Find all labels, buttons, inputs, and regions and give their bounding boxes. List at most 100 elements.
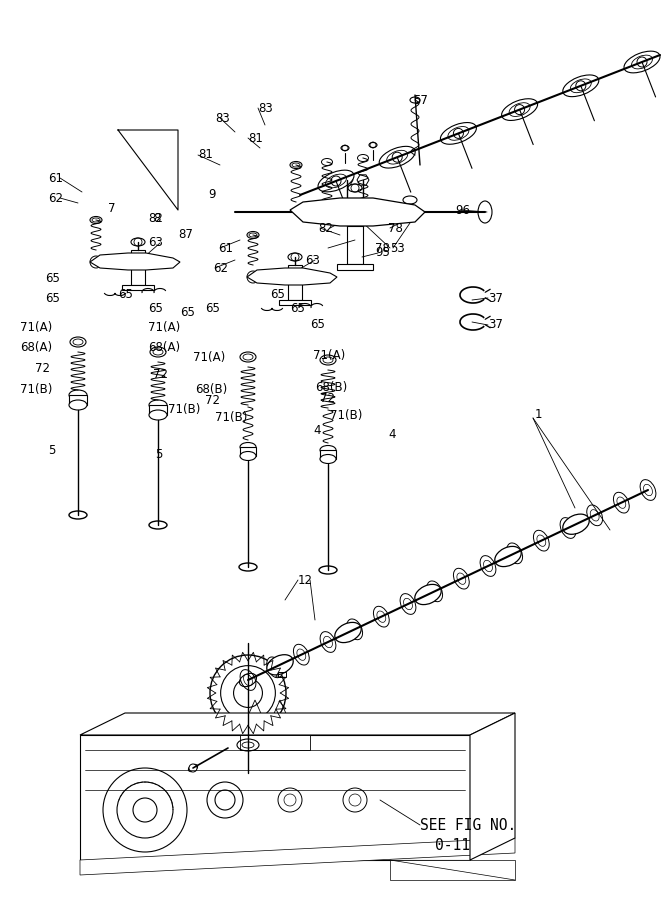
Ellipse shape	[249, 233, 257, 237]
Text: 72: 72	[320, 392, 335, 404]
Polygon shape	[247, 700, 263, 718]
Ellipse shape	[153, 349, 163, 355]
Bar	[278, 672, 286, 677]
Bar	[149, 405, 167, 415]
Ellipse shape	[454, 568, 469, 589]
Ellipse shape	[239, 563, 257, 571]
Ellipse shape	[320, 454, 336, 464]
Ellipse shape	[563, 514, 589, 535]
Text: 68(B): 68(B)	[195, 383, 227, 397]
Text: SEE FIG NO.: SEE FIG NO.	[420, 817, 516, 833]
Ellipse shape	[502, 99, 538, 121]
Ellipse shape	[564, 522, 572, 534]
Ellipse shape	[320, 446, 336, 454]
Polygon shape	[240, 735, 310, 750]
Text: 1: 1	[535, 409, 542, 421]
Bar	[131, 250, 145, 285]
Text: 62: 62	[213, 262, 228, 274]
Text: 71(B): 71(B)	[168, 403, 200, 417]
Ellipse shape	[70, 337, 86, 347]
Ellipse shape	[534, 530, 549, 551]
Polygon shape	[357, 175, 369, 185]
Text: 65: 65	[205, 302, 220, 314]
Text: 63: 63	[148, 237, 163, 249]
Bar	[288, 265, 302, 300]
Polygon shape	[470, 713, 515, 860]
Text: 65: 65	[180, 305, 195, 319]
Ellipse shape	[509, 103, 530, 116]
Text: 82: 82	[318, 221, 333, 235]
Text: 4: 4	[313, 424, 321, 436]
Text: 57: 57	[413, 94, 428, 106]
Ellipse shape	[69, 390, 87, 400]
Ellipse shape	[69, 400, 87, 410]
Ellipse shape	[495, 546, 521, 567]
Ellipse shape	[293, 644, 309, 665]
Text: 72: 72	[205, 393, 220, 407]
Ellipse shape	[348, 184, 362, 192]
Text: 71(A): 71(A)	[193, 352, 225, 365]
Ellipse shape	[69, 511, 87, 519]
Text: 81: 81	[248, 131, 263, 145]
Ellipse shape	[617, 497, 626, 508]
Text: 7: 7	[108, 202, 115, 214]
Text: 5: 5	[48, 444, 55, 456]
Ellipse shape	[614, 492, 629, 513]
Text: 61: 61	[48, 172, 63, 184]
Text: 96: 96	[455, 203, 470, 217]
Text: 12: 12	[298, 573, 313, 587]
Ellipse shape	[507, 543, 522, 563]
Text: 72: 72	[35, 362, 50, 374]
Polygon shape	[240, 718, 310, 735]
Ellipse shape	[240, 352, 256, 362]
Text: 65: 65	[310, 319, 325, 331]
Ellipse shape	[247, 231, 259, 239]
Polygon shape	[337, 264, 373, 270]
Polygon shape	[122, 285, 154, 290]
Polygon shape	[247, 268, 337, 285]
Ellipse shape	[510, 547, 519, 559]
Text: 72: 72	[153, 368, 168, 382]
Ellipse shape	[243, 354, 253, 360]
Bar	[320, 450, 336, 459]
Text: 65: 65	[118, 289, 133, 302]
Ellipse shape	[350, 624, 359, 635]
Text: 65: 65	[45, 292, 60, 304]
Ellipse shape	[560, 518, 576, 538]
Ellipse shape	[240, 443, 256, 452]
Ellipse shape	[73, 339, 83, 345]
Text: 71(A): 71(A)	[148, 321, 180, 335]
Text: 8: 8	[153, 212, 160, 224]
Ellipse shape	[427, 581, 443, 602]
Ellipse shape	[632, 55, 652, 69]
Polygon shape	[80, 838, 515, 875]
Bar	[347, 226, 363, 264]
Text: 71(B): 71(B)	[215, 411, 247, 425]
Ellipse shape	[150, 347, 166, 357]
Ellipse shape	[590, 509, 599, 521]
Ellipse shape	[484, 561, 492, 572]
Ellipse shape	[380, 147, 415, 168]
Bar	[69, 395, 87, 405]
Ellipse shape	[90, 217, 102, 223]
Text: 61: 61	[218, 241, 233, 255]
Ellipse shape	[288, 253, 302, 261]
Ellipse shape	[440, 122, 476, 144]
Ellipse shape	[374, 607, 390, 627]
Ellipse shape	[644, 484, 652, 496]
Ellipse shape	[587, 505, 602, 526]
Ellipse shape	[563, 75, 599, 96]
Text: 65: 65	[45, 272, 60, 284]
Ellipse shape	[323, 636, 332, 648]
Text: 65: 65	[290, 302, 305, 314]
Ellipse shape	[624, 51, 660, 73]
Polygon shape	[80, 713, 515, 735]
Ellipse shape	[335, 623, 362, 643]
Ellipse shape	[267, 654, 293, 675]
Text: 65: 65	[148, 302, 163, 314]
Polygon shape	[390, 860, 515, 880]
Text: 81: 81	[198, 148, 213, 161]
Ellipse shape	[319, 566, 337, 574]
Polygon shape	[341, 175, 353, 185]
Text: 71(A): 71(A)	[20, 321, 52, 335]
